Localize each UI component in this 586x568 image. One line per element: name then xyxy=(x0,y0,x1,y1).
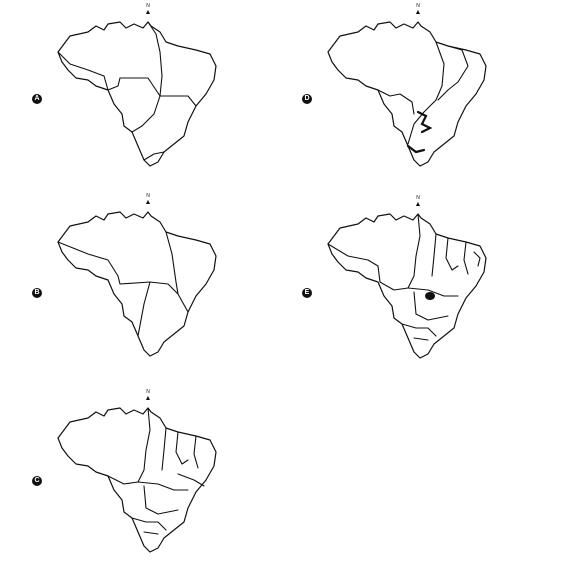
panel-label-d: D xyxy=(302,94,312,104)
brazil-map-c xyxy=(57,407,217,553)
map-panel-d: N ▲ D xyxy=(302,3,518,174)
north-arrow-icon: N ▲ xyxy=(144,193,152,207)
north-label: N xyxy=(416,195,420,201)
brazil-map-d xyxy=(327,21,487,167)
brazil-map-e xyxy=(327,213,487,359)
brazil-map-a xyxy=(57,21,217,167)
north-label: N xyxy=(146,3,150,9)
federal-district-marker xyxy=(425,292,435,300)
map-panel-a: N ▲ A xyxy=(32,3,248,174)
north-label: N xyxy=(146,193,150,199)
north-arrow-icon: N ▲ xyxy=(144,389,152,403)
north-arrow-icon: N ▲ xyxy=(414,3,422,17)
north-arrow-icon: N ▲ xyxy=(414,195,422,209)
panel-label-c: C xyxy=(32,476,42,486)
map-panel-e: N ▲ E xyxy=(302,195,518,366)
north-label: N xyxy=(146,389,150,395)
north-arrow-icon: N ▲ xyxy=(144,3,152,17)
map-panel-b: N ▲ B xyxy=(32,193,248,364)
panel-label-b: B xyxy=(32,288,42,298)
panel-label-a: A xyxy=(32,94,42,104)
brazil-map-b xyxy=(57,211,217,357)
panel-label-e: E xyxy=(302,288,312,298)
north-label: N xyxy=(416,3,420,9)
map-panel-c: N ▲ C xyxy=(32,389,248,560)
